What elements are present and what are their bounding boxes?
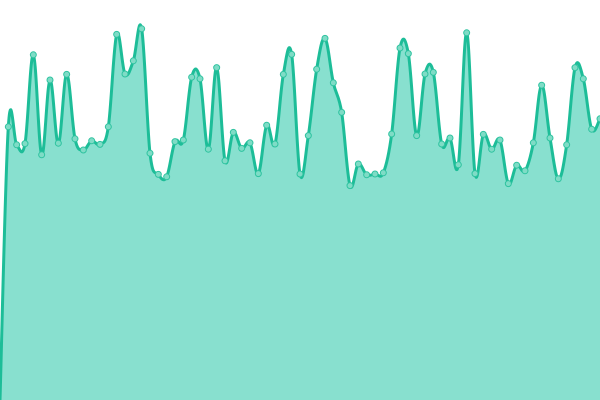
data-points (4, 25, 600, 190)
data-point (213, 64, 221, 72)
data-point (571, 64, 579, 72)
data-point (238, 144, 246, 152)
data-point (96, 140, 104, 148)
data-point (154, 170, 162, 178)
data-point (579, 75, 587, 83)
data-point (271, 140, 279, 148)
data-point (329, 79, 337, 87)
data-point (46, 76, 54, 84)
data-point (138, 25, 146, 33)
data-point (338, 108, 346, 116)
data-point (596, 115, 600, 123)
data-point (538, 81, 546, 89)
data-point (196, 75, 204, 83)
data-point (246, 139, 254, 147)
data-point (54, 139, 62, 147)
data-point (429, 68, 437, 76)
data-point (479, 130, 487, 138)
data-point (521, 167, 529, 175)
data-point (396, 44, 404, 52)
data-point (21, 140, 29, 148)
data-point (263, 121, 271, 129)
data-point (63, 70, 71, 78)
data-point (371, 170, 379, 178)
data-point (554, 175, 562, 183)
data-point (563, 141, 571, 149)
data-point (288, 50, 296, 58)
data-point (404, 50, 412, 58)
data-point (346, 182, 354, 190)
data-point (388, 130, 396, 138)
data-point (29, 51, 37, 59)
data-point (313, 65, 321, 73)
data-point (179, 136, 187, 144)
data-point (113, 30, 121, 38)
data-point (496, 136, 504, 144)
data-point (229, 128, 237, 136)
data-point (421, 70, 429, 78)
data-point (463, 29, 471, 37)
data-point (221, 157, 229, 165)
data-point (588, 125, 596, 133)
data-point (71, 135, 79, 143)
data-point (438, 140, 446, 148)
data-point (129, 57, 137, 65)
data-point (446, 134, 454, 142)
data-point (454, 161, 462, 169)
data-point (363, 171, 371, 179)
data-point (79, 146, 87, 154)
data-point (413, 132, 421, 140)
data-point (321, 34, 329, 42)
data-point (171, 138, 179, 146)
data-point (88, 137, 96, 145)
data-point (504, 180, 512, 188)
data-point (188, 73, 196, 81)
data-point (546, 134, 554, 142)
data-point (254, 170, 262, 178)
data-point (379, 169, 387, 177)
data-point (163, 173, 171, 181)
data-point (488, 145, 496, 153)
area-fill (0, 25, 600, 400)
data-point (38, 151, 46, 159)
data-point (13, 141, 21, 149)
data-point (513, 161, 521, 169)
data-point (204, 145, 212, 153)
data-point (104, 123, 112, 131)
data-point (121, 70, 129, 78)
data-point (279, 70, 287, 78)
data-point (4, 123, 12, 131)
data-point (529, 139, 537, 147)
data-point (304, 132, 312, 140)
data-point (146, 149, 154, 157)
data-point (354, 160, 362, 168)
data-point (471, 170, 479, 178)
data-point (296, 170, 304, 178)
